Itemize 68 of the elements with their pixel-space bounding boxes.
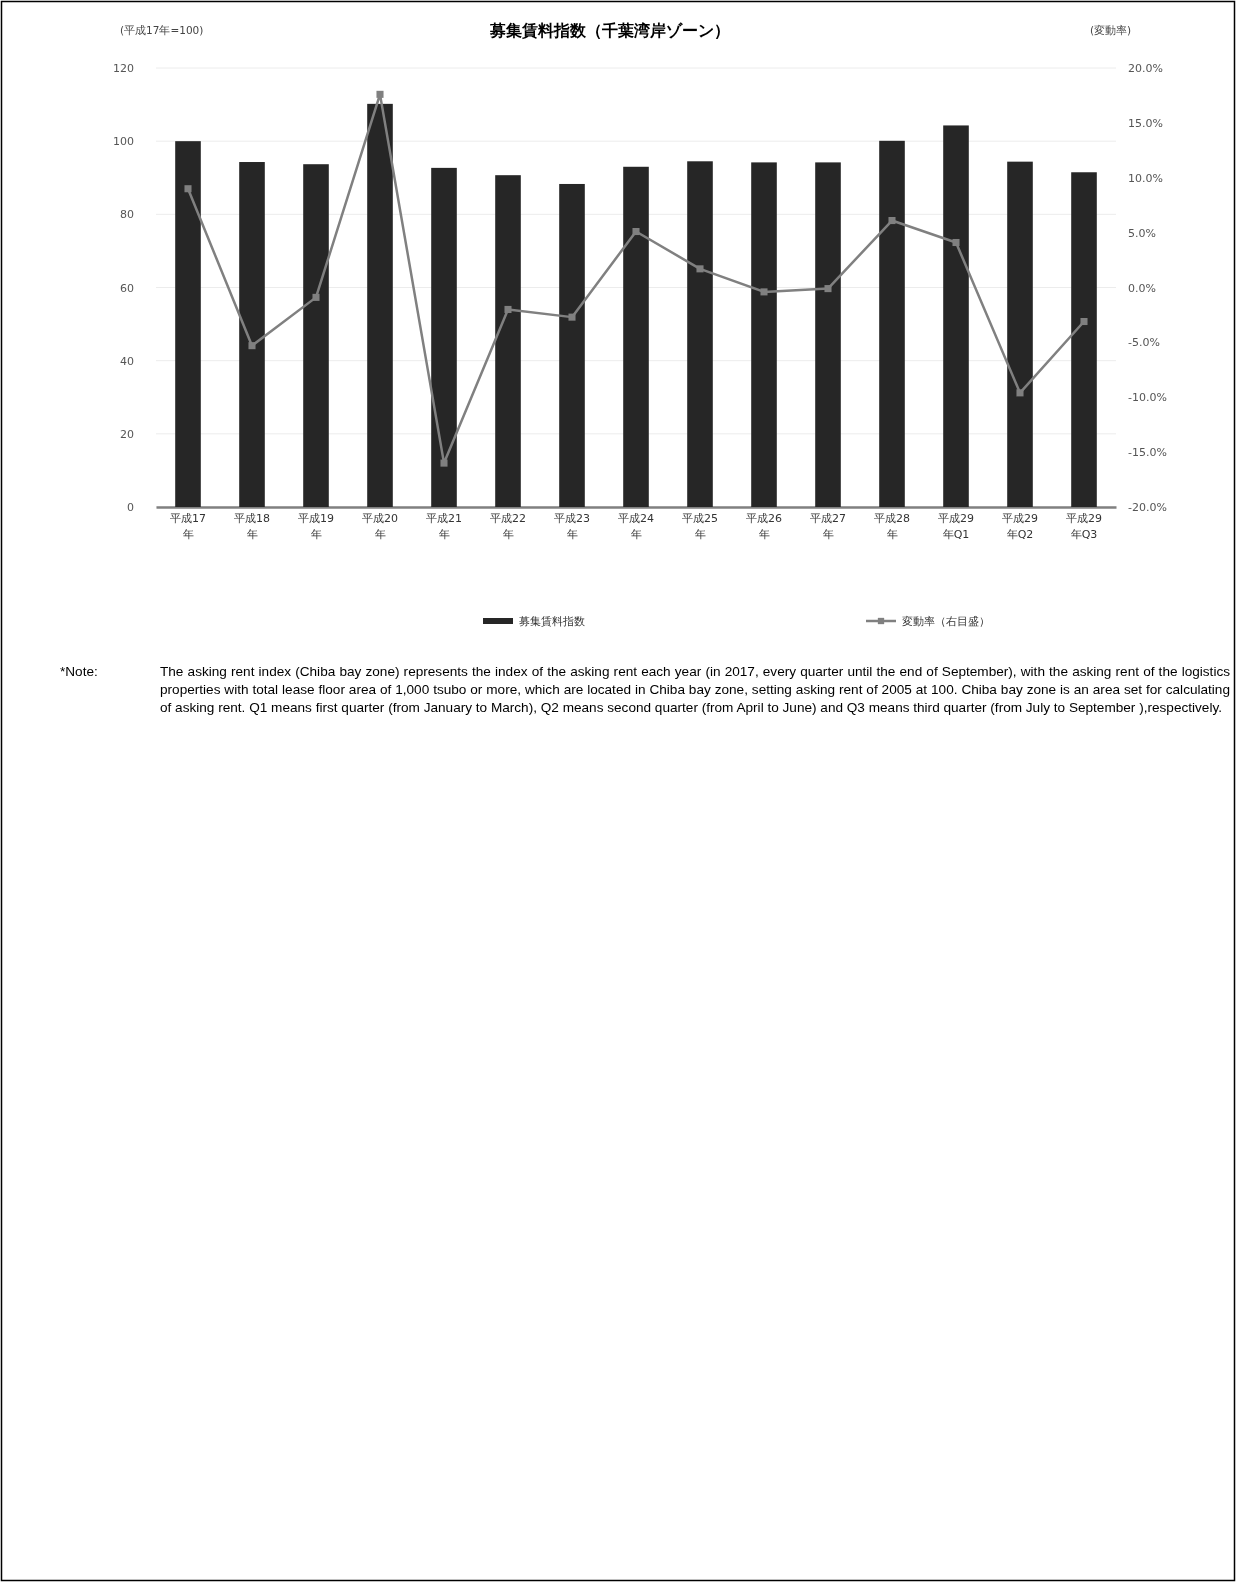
y2-tick-label: 0.0% bbox=[1128, 281, 1156, 295]
point bbox=[952, 238, 960, 247]
x-tick-label: 平成24年 bbox=[618, 512, 654, 541]
bar bbox=[495, 175, 521, 507]
x-tick-label: 平成22年 bbox=[490, 512, 526, 541]
point bbox=[312, 293, 320, 301]
text: *Note: bbox=[60, 663, 98, 681]
y2-axis-title: (変動率) bbox=[1090, 24, 1132, 36]
x-tick-label: 平成20年 bbox=[362, 512, 398, 541]
y-tick-label: 40 bbox=[120, 354, 134, 368]
point bbox=[1016, 389, 1024, 397]
y-tick-label: 120 bbox=[113, 62, 134, 76]
legend-label: 変動率（右目盛） bbox=[902, 615, 990, 628]
bar bbox=[303, 164, 329, 507]
y2-tick-label: 20.0% bbox=[1128, 62, 1163, 76]
bar bbox=[559, 183, 585, 507]
y-tick-label: 0 bbox=[127, 501, 134, 515]
point bbox=[184, 185, 192, 193]
bar bbox=[943, 125, 969, 507]
bar bbox=[687, 161, 713, 507]
x-tick-label: 平成17年 bbox=[170, 512, 206, 541]
y-axis-title: (平成17年=100) bbox=[120, 24, 204, 36]
y-tick-label: 100 bbox=[113, 135, 134, 149]
x-tick-label: 平成19年 bbox=[298, 512, 334, 541]
x-tick-label: 平成29年Q2 bbox=[1002, 512, 1038, 541]
chart-title: 募集賃料指数（千葉湾岸ゾーン） bbox=[489, 21, 730, 40]
text: The asking rent index (Chiba bay zone) represents the index of the asking rent each year (in 2017, every quarter until the end of September), with the asking rent of the logistics properties with total lease floor area of 1,000 tsubo or more, which are located in Chiba bay zone, setting asking rent of 2005 at 100. Chiba bay zone is an area set for calculating of asking rent. Q1 means first quarter (from January to March), Q2 means second quarter (from April to June) and Q3 means third quarter (from July to September ),respectively. bbox=[160, 663, 1230, 717]
point bbox=[824, 285, 832, 293]
point bbox=[504, 305, 512, 313]
x-tick-label: 平成21年 bbox=[426, 512, 462, 541]
bar bbox=[751, 162, 777, 507]
point bbox=[376, 90, 384, 98]
bar bbox=[431, 167, 457, 507]
point bbox=[248, 342, 256, 350]
x-tick-label: 平成23年 bbox=[554, 512, 590, 541]
x-tick-label: 平成29年Q3 bbox=[1066, 512, 1102, 541]
y2-tick-label: -20.0% bbox=[1128, 501, 1167, 515]
y2-tick-label: -5.0% bbox=[1128, 336, 1160, 350]
bar bbox=[815, 162, 841, 507]
x-tick-label: 平成28年 bbox=[874, 512, 910, 541]
point bbox=[760, 288, 768, 296]
x-tick-label: 平成29年Q1 bbox=[938, 512, 974, 541]
bar bbox=[1007, 161, 1033, 507]
point bbox=[696, 265, 704, 273]
y-tick-label: 60 bbox=[120, 281, 134, 295]
y2-tick-label: 5.0% bbox=[1128, 226, 1156, 240]
y2-tick-label: 15.0% bbox=[1128, 116, 1163, 130]
y2-tick-label: -10.0% bbox=[1128, 391, 1167, 405]
bar bbox=[239, 162, 265, 507]
y2-tick-label: 10.0% bbox=[1128, 171, 1163, 185]
x-tick-label: 平成26年 bbox=[746, 512, 782, 541]
y2-tick-label: -15.0% bbox=[1128, 446, 1167, 460]
bar bbox=[879, 140, 905, 507]
bar bbox=[623, 166, 649, 507]
x-tick-label: 平成18年 bbox=[234, 512, 270, 541]
point bbox=[568, 313, 576, 321]
point bbox=[1080, 317, 1088, 326]
x-tick-label: 平成27年 bbox=[810, 512, 846, 541]
bar bbox=[175, 141, 201, 507]
y-tick-label: 20 bbox=[120, 427, 134, 441]
legend-label: 募集賃料指数 bbox=[519, 615, 585, 628]
point bbox=[632, 227, 640, 236]
point bbox=[888, 217, 896, 225]
point bbox=[440, 459, 448, 467]
x-tick-label: 平成25年 bbox=[682, 512, 718, 541]
bar bbox=[1071, 172, 1097, 507]
bar bbox=[367, 103, 393, 507]
y-tick-label: 80 bbox=[120, 208, 134, 222]
